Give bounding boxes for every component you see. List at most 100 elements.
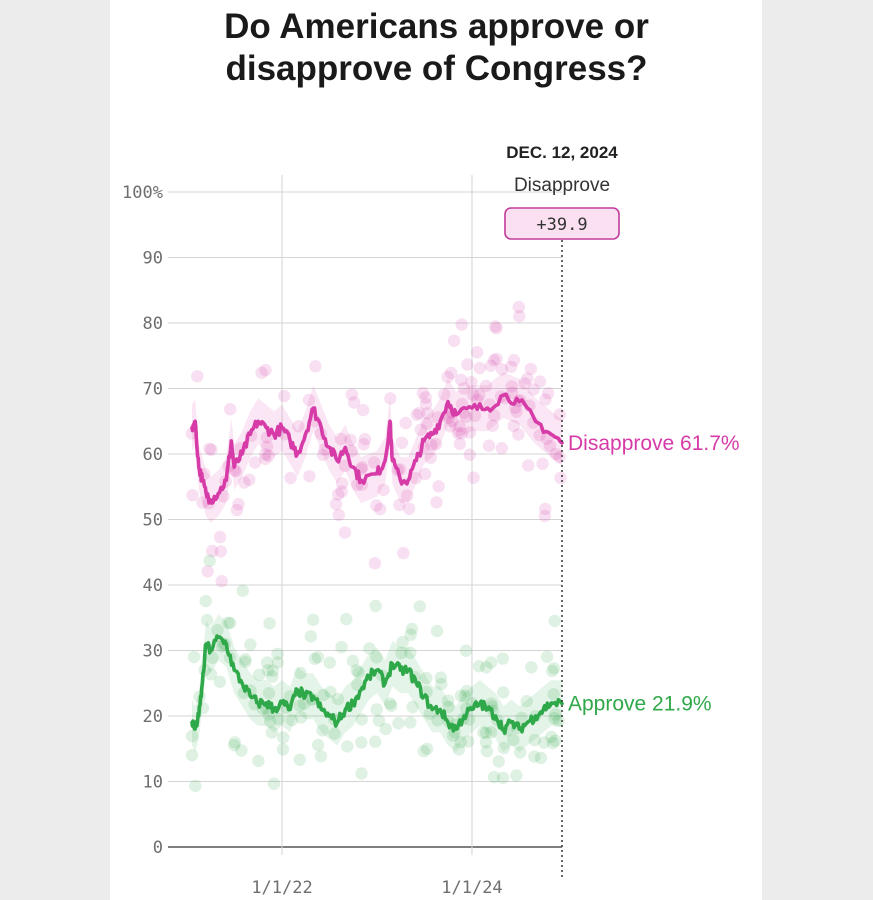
- marker-date-label: DEC. 12, 2024: [506, 143, 618, 162]
- approve-poll-dot: [510, 769, 523, 782]
- disapprove-poll-dot: [432, 480, 445, 493]
- disapprove-poll-dot: [259, 448, 272, 461]
- disapprove-poll-dot: [538, 509, 552, 523]
- approve-poll-dot: [547, 662, 561, 675]
- approve-poll-dot: [355, 767, 368, 780]
- approve-poll-dot: [350, 664, 363, 677]
- disapprove-poll-dot: [540, 432, 553, 445]
- disapprove-poll-dot: [513, 310, 526, 323]
- disapprove-poll-dot: [495, 363, 509, 376]
- disapprove-poll-dot: [452, 427, 465, 440]
- disapprove-poll-dot: [384, 392, 397, 405]
- disapprove-poll-dot: [553, 408, 566, 421]
- approve-poll-dot: [204, 668, 218, 681]
- disapprove-poll-dot: [460, 410, 473, 423]
- approve-poll-dot: [430, 624, 444, 638]
- y-tick-label: 30: [143, 642, 163, 662]
- approve-poll-dot: [497, 741, 511, 755]
- disapprove-poll-dot: [409, 471, 423, 485]
- disapprove-poll-dot: [329, 497, 343, 511]
- disapprove-poll-dot: [490, 352, 503, 366]
- approve-poll-dot: [355, 713, 368, 726]
- approve-poll-dot: [484, 656, 498, 669]
- disapprove-poll-dot: [332, 508, 345, 522]
- y-tick-label: 100%: [122, 183, 163, 203]
- approve-poll-dot: [253, 668, 266, 681]
- disapprove-poll-dot: [512, 300, 525, 314]
- approve-poll-dot: [369, 599, 382, 613]
- approve-poll-dot: [277, 731, 290, 744]
- disapprove-poll-dot: [463, 426, 477, 439]
- disapprove-poll-dot: [418, 467, 432, 481]
- disapprove-poll-dot: [463, 448, 476, 461]
- disapprove-poll-dot: [228, 463, 241, 477]
- disapprove-poll-dot: [549, 447, 562, 461]
- disapprove-poll-dot: [332, 488, 345, 501]
- approve-poll-dot: [276, 743, 290, 756]
- disapprove-poll-dot: [414, 423, 427, 436]
- disapprove-poll-dot: [243, 473, 256, 486]
- approve-poll-dot: [406, 700, 419, 714]
- disapprove-poll-dot: [453, 437, 467, 451]
- disapprove-poll-dot: [457, 382, 471, 395]
- approve-poll-dot: [352, 666, 365, 679]
- approve-poll-dot: [314, 750, 328, 763]
- approve-poll-dot: [285, 713, 299, 727]
- approve-poll-dot: [435, 677, 448, 691]
- approve-poll-dot: [540, 650, 554, 663]
- disapprove-poll-dot: [490, 322, 503, 335]
- approve-poll-dot: [261, 664, 275, 677]
- approve-poll-dot: [293, 753, 306, 766]
- disapprove-poll-dot: [358, 432, 372, 446]
- disapprove-poll-dot: [259, 364, 272, 377]
- approve-poll-dot: [396, 635, 409, 649]
- disapprove-poll-dot: [527, 383, 540, 396]
- approve-poll-dot: [185, 749, 199, 762]
- disapprove-poll-dot: [302, 393, 316, 407]
- approve-poll-dot: [189, 779, 202, 793]
- disapprove-poll-dot: [370, 499, 383, 512]
- approve-poll-dot: [549, 734, 562, 747]
- approve-poll-dot: [454, 689, 468, 702]
- disapprove-poll-dot: [424, 451, 437, 464]
- chart-title: Do Americans approve or disapprove of Con…: [0, 6, 873, 90]
- disapprove-poll-dot: [309, 360, 322, 373]
- y-tick-label: 80: [143, 314, 163, 334]
- approve-poll-dot: [492, 755, 505, 768]
- disapprove-poll-dot: [410, 408, 423, 421]
- approve-poll-dot: [272, 713, 285, 726]
- approve-poll-dot: [271, 647, 284, 660]
- disapprove-poll-dot: [510, 405, 523, 418]
- disapprove-poll-dot: [447, 334, 461, 347]
- disapprove-poll-dot: [468, 409, 482, 422]
- disapprove-poll-dot: [344, 433, 357, 447]
- disapprove-end-label: Disapprove 61.7%: [568, 432, 740, 455]
- disapprove-poll-dot: [536, 457, 549, 470]
- approve-poll-dot: [548, 614, 561, 628]
- approve-poll-dot: [395, 646, 408, 660]
- approve-poll-dot: [341, 740, 354, 753]
- x-tick-label: 1/1/24: [441, 878, 502, 898]
- approve-poll-dot: [507, 733, 520, 746]
- disapprove-poll-dot: [203, 442, 216, 455]
- approve-poll-dot: [297, 697, 311, 710]
- disapprove-poll-dot: [278, 389, 291, 403]
- approve-poll-dot: [484, 726, 498, 739]
- disapprove-poll-dot: [470, 346, 484, 359]
- disapprove-poll-dot: [397, 546, 410, 560]
- disapprove-poll-dot: [487, 354, 501, 367]
- approve-poll-dot: [454, 735, 467, 749]
- approve-poll-dot: [311, 738, 325, 752]
- approve-poll-dot: [235, 744, 248, 757]
- disapprove-poll-dot: [539, 393, 552, 406]
- disapprove-poll-dot: [229, 465, 242, 478]
- approve-line: [190, 634, 564, 736]
- approve-poll-dot: [187, 650, 201, 664]
- disapprove-poll-dot: [465, 376, 478, 389]
- approve-poll-dot: [480, 661, 493, 674]
- approve-poll-dot: [462, 735, 475, 748]
- approve-poll-dot: [261, 656, 274, 669]
- y-tick-label: 20: [143, 707, 163, 727]
- disapprove-poll-dot: [214, 545, 227, 558]
